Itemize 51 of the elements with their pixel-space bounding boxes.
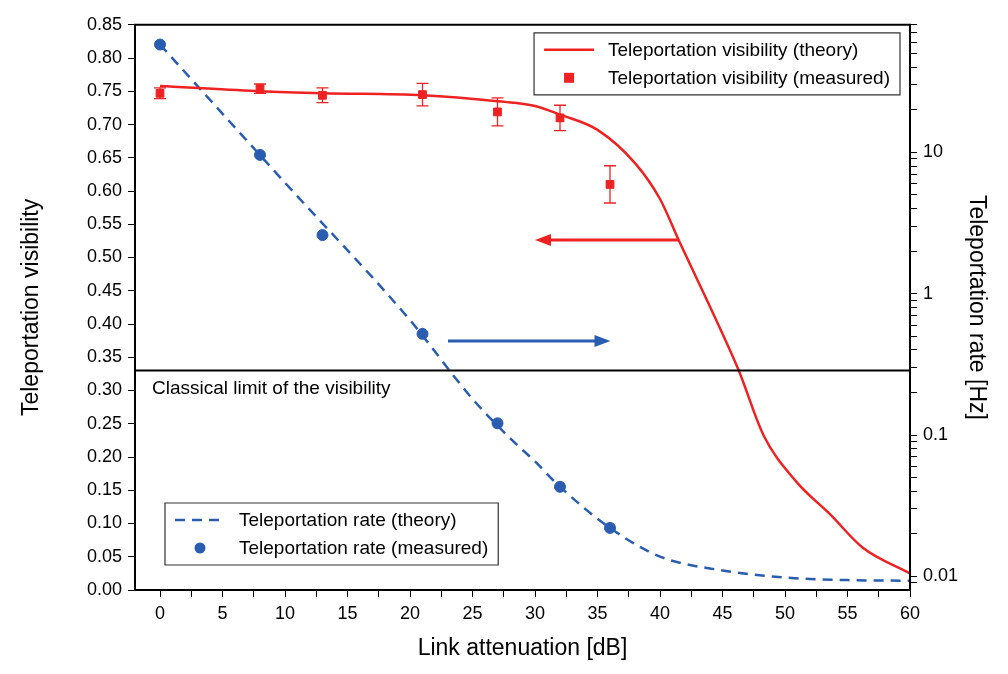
y-tick-label: 0.45 [86, 279, 122, 300]
y-tick-label: 0.50 [86, 246, 122, 267]
point [154, 38, 166, 51]
y-tick-label: 0.80 [86, 47, 122, 68]
y-tick-label: 0.85 [86, 13, 122, 34]
point [316, 229, 329, 242]
x-tick-label: 30 [524, 602, 546, 623]
point [416, 327, 429, 340]
x-tick-label: 45 [712, 602, 733, 623]
point [604, 521, 616, 534]
legend-label: Teleportation rate (theory) [239, 509, 457, 531]
legend-label: Teleportation visibility (measured) [608, 67, 891, 89]
point [605, 180, 615, 189]
x-tick-label: 50 [774, 602, 796, 623]
legend-label: Teleportation rate (measured) [239, 537, 489, 559]
y-tick-label: 0.40 [86, 312, 122, 333]
y-tick-label: 0.20 [86, 445, 122, 466]
point [491, 417, 504, 430]
y-tick-label: 0.55 [86, 213, 122, 234]
y2-tick-label: 10 [923, 141, 944, 162]
y-tick-label: 0.70 [86, 113, 122, 134]
y-tick-label: 0.75 [86, 80, 122, 101]
x-tick-label: 20 [399, 602, 421, 623]
y-tick-label: 0.05 [86, 545, 122, 566]
x-tick-label: 10 [274, 602, 296, 623]
y-tick-label: 0.65 [86, 146, 122, 167]
y-tick-label: 0.15 [86, 479, 122, 500]
y-tick-label: 0.35 [86, 346, 122, 367]
y-tick-label: 0.00 [86, 578, 122, 599]
x-axis-title: Link attenuation [dB] [417, 633, 628, 660]
x-tick-label: 5 [217, 602, 228, 623]
legend-label: Teleportation visibility (theory) [608, 39, 859, 61]
y2-axis-title: Teleportation rate [Hz] [964, 194, 991, 420]
y-tick-label: 0.60 [86, 180, 122, 200]
y-tick-label: 0.25 [86, 412, 122, 433]
x-tick-label: 25 [462, 602, 483, 623]
x-tick-label: 55 [837, 602, 858, 623]
point [254, 148, 266, 161]
x-tick-label: 40 [649, 602, 671, 623]
x-tick-label: 35 [587, 602, 608, 623]
y2-tick-label: 0.01 [923, 565, 959, 586]
y-tick-label: 0.30 [86, 379, 122, 400]
y-tick-label: 0.10 [86, 512, 122, 533]
x-tick-label: 60 [899, 602, 921, 623]
ref-line-label: Classical limit of the visibility [152, 377, 392, 399]
x-tick-label: 15 [337, 602, 358, 623]
point [493, 107, 502, 117]
y2-tick-label: 0.1 [923, 423, 949, 444]
y2-tick-label: 1 [923, 282, 934, 303]
x-tick-label: 0 [154, 602, 166, 623]
y-axis-title: Teleportation visibility [17, 198, 44, 417]
